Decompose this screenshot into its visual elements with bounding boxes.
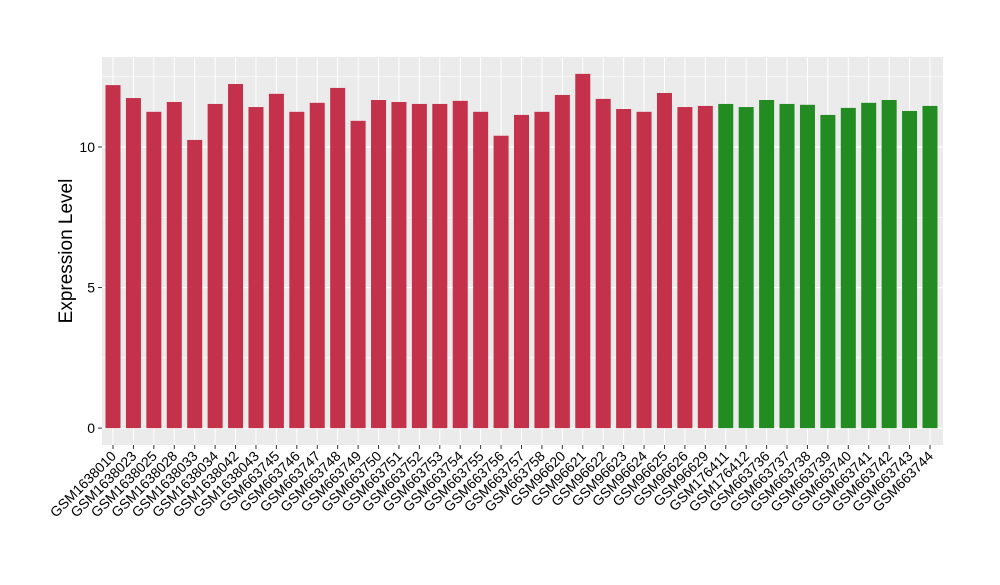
bar-GSM663741: [861, 102, 877, 429]
bar-GSM96629: [697, 105, 713, 429]
bar-GSM176412: [738, 107, 754, 429]
bar-GSM96626: [677, 107, 693, 429]
bar-GSM663749: [350, 120, 366, 429]
y-tick-label: 5: [87, 280, 95, 296]
y-tick-label: 0: [87, 420, 95, 436]
bar-GSM176411: [718, 103, 734, 429]
bar-GSM96620: [554, 94, 570, 429]
bar-GSM663742: [881, 100, 897, 429]
bar-GSM1638033: [187, 139, 203, 429]
bar-GSM96625: [656, 92, 672, 429]
bar-GSM663747: [309, 102, 325, 429]
bar-GSM1638025: [146, 111, 162, 429]
bar-GSM663744: [922, 105, 938, 429]
bar-GSM663751: [391, 101, 407, 429]
bar-GSM663738: [799, 104, 815, 429]
bar-GSM663758: [534, 111, 550, 429]
bar-GSM663746: [289, 111, 305, 429]
bar-GSM663739: [820, 114, 836, 429]
bar-GSM663743: [902, 110, 918, 429]
bar-GSM663752: [411, 103, 427, 429]
bar-GSM1638034: [207, 103, 223, 429]
bar-GSM663737: [779, 103, 795, 429]
bar-GSM1638028: [166, 101, 182, 429]
bar-GSM663757: [514, 114, 529, 429]
bar-GSM96623: [616, 109, 632, 429]
y-axis-label: Expression Level: [56, 179, 77, 324]
y-tick-label: 10: [79, 139, 95, 155]
bar-GSM96621: [575, 73, 591, 429]
bar-GSM96622: [595, 98, 611, 429]
bar-GSM1638043: [248, 107, 264, 429]
bar-GSM663755: [473, 111, 489, 429]
bar-GSM663756: [493, 135, 509, 429]
bar-GSM96624: [636, 111, 652, 429]
bar-GSM663740: [840, 107, 856, 429]
bar-GSM1638042: [228, 83, 244, 429]
bar-GSM663748: [330, 87, 346, 429]
bar-GSM1638010: [105, 85, 121, 429]
bar-GSM663745: [268, 93, 284, 429]
bar-GSM663754: [452, 100, 468, 429]
bar-GSM663750: [371, 100, 387, 429]
bar-GSM663753: [432, 103, 448, 429]
bar-GSM663736: [759, 100, 775, 429]
bar-GSM1638023: [125, 98, 141, 429]
